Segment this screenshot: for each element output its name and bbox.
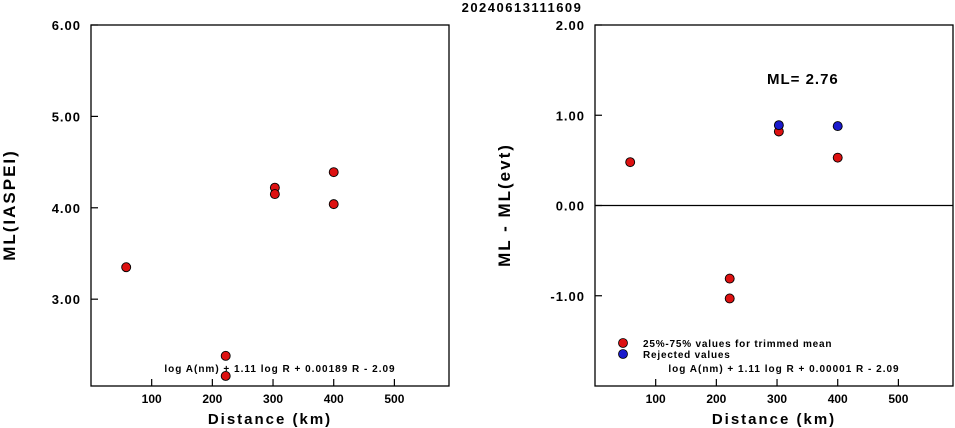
right-data-point-series-0 bbox=[832, 152, 843, 163]
left-data-point-series-0 bbox=[328, 199, 339, 210]
legend: 25%-75% values for trimmed mean Rejected… bbox=[618, 338, 832, 361]
left-data-point-series-0 bbox=[328, 167, 339, 178]
right-x-axis-label: Distance (km) bbox=[712, 411, 836, 428]
right-formula: log A(nm) + 1.11 log R + 0.00001 R - 2.0… bbox=[668, 364, 899, 375]
right-data-point-series-0 bbox=[724, 293, 735, 304]
right-x-tick-label: 400 bbox=[828, 392, 848, 406]
right-y-tick-label: -1.00 bbox=[550, 289, 585, 304]
right-data-point-series-1 bbox=[773, 120, 784, 131]
left-data-point-series-0 bbox=[269, 189, 280, 200]
left-x-tick-label: 100 bbox=[142, 392, 162, 406]
left-y-tick-label: 6.00 bbox=[52, 18, 81, 33]
right-x-tick-label: 100 bbox=[646, 392, 666, 406]
left-data-point-series-0 bbox=[121, 262, 132, 273]
right-x-tick-label: 200 bbox=[706, 392, 726, 406]
right-data-point-series-0 bbox=[625, 157, 636, 168]
left-plot-frame bbox=[90, 24, 450, 387]
right-data-point-series-1 bbox=[832, 121, 843, 132]
left-y-tick-label: 5.00 bbox=[52, 109, 81, 124]
right-data-point-series-0 bbox=[724, 273, 735, 284]
right-y-tick-label: 0.00 bbox=[556, 199, 585, 214]
right-x-tick-label: 500 bbox=[888, 392, 908, 406]
right-y-axis-label: ML - ML(evt) bbox=[495, 143, 514, 267]
right-chart: 100 200 300 400 500 -1.00 0.00 1.00 2.00 ML= 2.7… bbox=[495, 18, 954, 428]
legend-trimmed-label: 25%-75% values for trimmed mean bbox=[643, 339, 832, 350]
right-x-tick-label: 300 bbox=[767, 392, 787, 406]
right-y-tick-label: 2.00 bbox=[556, 18, 585, 33]
left-chart: 100 200 300 400 500 3.00 4.00 5.00 6.00 log A(nm… bbox=[0, 18, 450, 428]
figure-title: 20240613111609 bbox=[462, 0, 583, 15]
left-y-tick-label: 3.00 bbox=[52, 292, 81, 307]
legend-rejected-label: Rejected values bbox=[643, 350, 731, 361]
left-x-tick-label: 500 bbox=[384, 392, 404, 406]
left-data-point-series-0 bbox=[220, 350, 231, 361]
left-y-tick-label: 4.00 bbox=[52, 201, 81, 216]
left-formula: log A(nm) + 1.11 log R + 0.00189 R - 2.0… bbox=[164, 364, 395, 375]
left-x-tick-label: 200 bbox=[202, 392, 222, 406]
left-x-tick-label: 400 bbox=[324, 392, 344, 406]
left-y-axis-label: ML(IASPEI) bbox=[0, 149, 19, 261]
right-y-tick-label: 1.00 bbox=[556, 108, 585, 123]
legend-trimmed-marker bbox=[618, 338, 628, 348]
legend-rejected-marker bbox=[618, 349, 628, 359]
ml-annotation: ML= 2.76 bbox=[767, 71, 839, 88]
left-x-axis-label: Distance (km) bbox=[208, 411, 332, 428]
left-data-point-series-0 bbox=[220, 370, 231, 381]
left-x-tick-label: 300 bbox=[263, 392, 283, 406]
